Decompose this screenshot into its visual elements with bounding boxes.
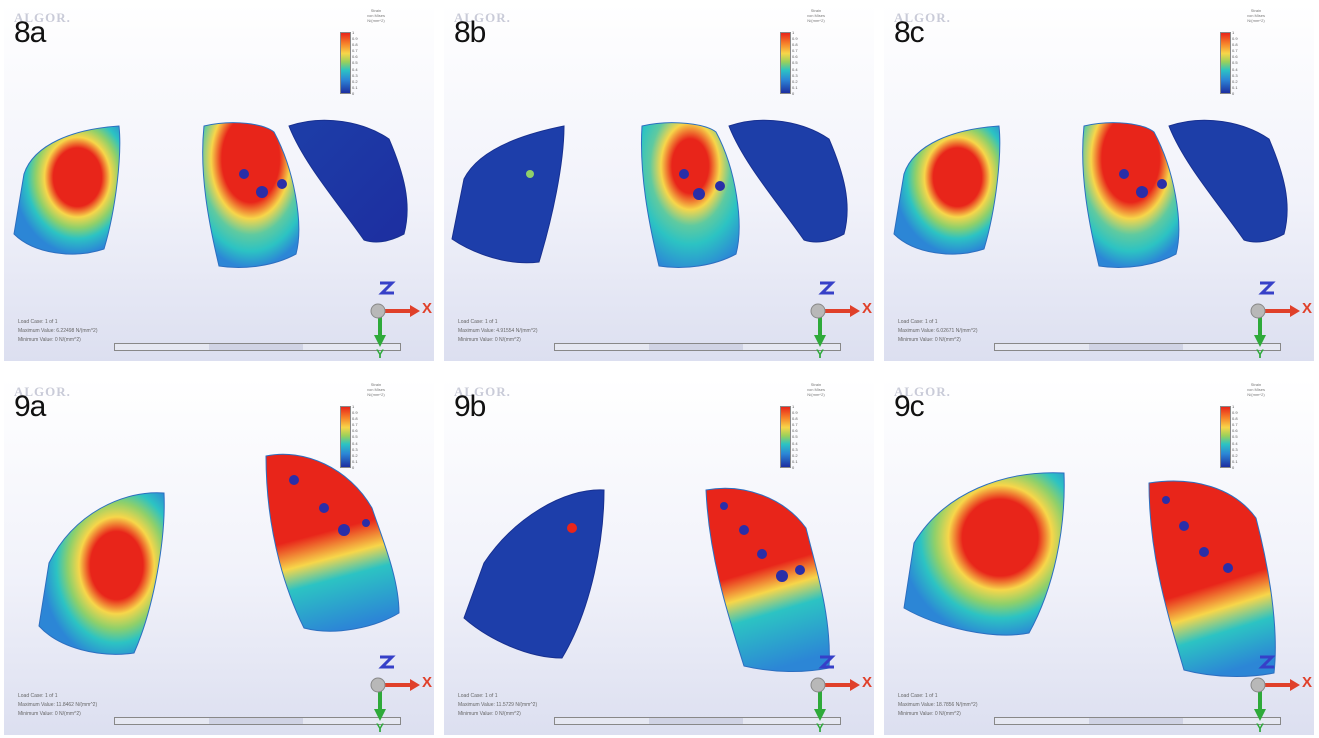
legend-title: Strain von Mises N/(mm^2): [806, 8, 825, 23]
scale-ruler: [554, 343, 841, 351]
scale-ruler: [114, 717, 401, 725]
panel-label: 8a: [14, 16, 46, 49]
watermark: ALGOR.: [14, 384, 71, 399]
scale-ruler: [994, 717, 1281, 725]
legend-title: Strain von Mises N/(mm^2): [366, 8, 385, 23]
legend-ticks: 1 0.9 0.8 0.7 0.6 0.5 0.4 0.3 0.2 0.1 0: [1232, 30, 1238, 96]
axis-y-label: Y: [375, 721, 384, 735]
watermark: ALGOR.: [454, 384, 511, 399]
watermark: ALGOR.: [894, 384, 951, 399]
xyz-axis-triad-icon: [370, 281, 420, 347]
panel-label: 8c: [894, 16, 925, 49]
result-info: Load Case: 1 of 1 Maximum Value: 6.22498 …: [18, 319, 98, 343]
xyz-axis-triad-icon: [1250, 281, 1300, 347]
legend-color-bar: [780, 406, 791, 468]
panel-label: 9b: [454, 390, 486, 423]
axis-y-label: Y: [1255, 721, 1264, 735]
axis-y-label: Y: [1255, 347, 1264, 361]
axis-x-label: X: [861, 674, 872, 691]
axis-y-label: Y: [815, 721, 824, 735]
legend-title: Strain von Mises N/(mm^2): [1246, 382, 1265, 397]
scale-ruler: [114, 343, 401, 351]
legend-title: Strain von Mises N/(mm^2): [1246, 8, 1265, 23]
legend-color-bar: [1220, 406, 1231, 468]
scale-ruler: [994, 343, 1281, 351]
fea-mesh-view: [451, 119, 848, 268]
panel-label: 8b: [454, 16, 486, 49]
fea-mesh-view: [893, 119, 1288, 268]
fea-mesh-view: [903, 472, 1276, 677]
xyz-axis-triad-icon: [370, 655, 420, 721]
fea-mesh-view: [13, 119, 408, 268]
axis-x-label: X: [421, 674, 432, 691]
watermark: ALGOR.: [14, 10, 71, 25]
panel-8a: ALGOR. 8a Strain von Mises N/(mm^2) 1 0.9…: [4, 4, 434, 361]
legend-ticks: 1 0.9 0.8 0.7 0.6 0.5 0.4 0.3 0.2 0.1 0: [352, 404, 358, 470]
legend-color-bar: [340, 406, 351, 468]
result-info: Load Case: 1 of 1 Maximum Value: 4.91554 …: [458, 319, 538, 343]
panel-9b: ALGOR. 9b Strain von Mises N/(mm^2) 1 0.9…: [444, 378, 874, 735]
axis-y-label: Y: [375, 347, 384, 361]
legend-ticks: 1 0.9 0.8 0.7 0.6 0.5 0.4 0.3 0.2 0.1 0: [352, 30, 358, 96]
axis-x-label: X: [421, 300, 432, 317]
panel-9c: ALGOR. 9c Strain von Mises N/(mm^2) 1 0.9…: [884, 378, 1314, 735]
watermark: ALGOR.: [454, 10, 511, 25]
result-info: Load Case: 1 of 1 Maximum Value: 11.5729 …: [458, 693, 538, 717]
scale-ruler: [554, 717, 841, 725]
fea-mesh-view: [38, 453, 400, 655]
xyz-axis-triad-icon: [810, 281, 860, 347]
axis-x-label: X: [861, 300, 872, 317]
fea-mesh-view: [463, 487, 830, 672]
watermark: ALGOR.: [894, 10, 951, 25]
legend-title: Strain von Mises N/(mm^2): [806, 382, 825, 397]
legend-ticks: 1 0.9 0.8 0.7 0.6 0.5 0.4 0.3 0.2 0.1 0: [1232, 404, 1238, 470]
axis-x-label: X: [1301, 300, 1312, 317]
xyz-axis-triad-icon: [810, 655, 860, 721]
legend-ticks: 1 0.9 0.8 0.7 0.6 0.5 0.4 0.3 0.2 0.1 0: [792, 30, 798, 96]
axis-y-label: Y: [815, 347, 824, 361]
panel-label: 9c: [894, 390, 925, 423]
legend-color-bar: [1220, 32, 1231, 94]
result-info: Load Case: 1 of 1 Maximum Value: 11.8462 …: [18, 693, 98, 717]
legend-ticks: 1 0.9 0.8 0.7 0.6 0.5 0.4 0.3 0.2 0.1 0: [792, 404, 798, 470]
xyz-axis-triad-icon: [1250, 655, 1300, 721]
panel-9a: ALGOR. 9a Strain von Mises N/(mm^2) 1 0.9…: [4, 378, 434, 735]
legend-color-bar: [340, 32, 351, 94]
panel-8b: ALGOR. 8b Strain von Mises N/(mm^2) 1 0.9…: [444, 4, 874, 361]
panel-label: 9a: [14, 390, 46, 423]
legend-title: Strain von Mises N/(mm^2): [366, 382, 385, 397]
panel-8c: ALGOR. 8c Strain von Mises N/(mm^2) 1 0.9…: [884, 4, 1314, 361]
legend-color-bar: [780, 32, 791, 94]
result-info: Load Case: 1 of 1 Maximum Value: 6.02671 …: [898, 319, 978, 343]
result-info: Load Case: 1 of 1 Maximum Value: 18.7856 …: [898, 693, 978, 717]
axis-x-label: X: [1301, 674, 1312, 691]
